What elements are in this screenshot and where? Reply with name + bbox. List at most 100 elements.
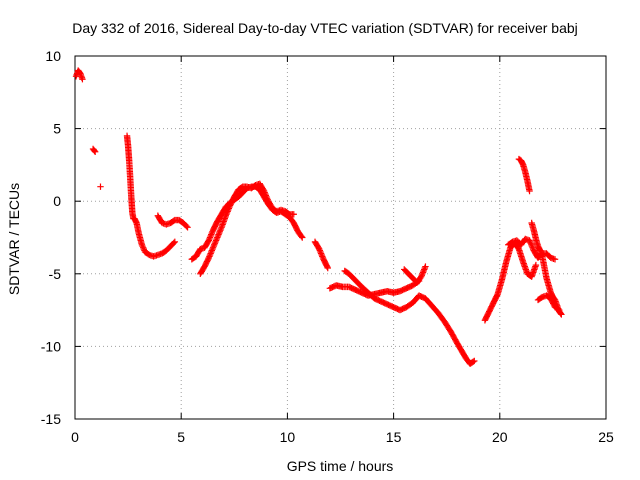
data-point <box>139 244 147 251</box>
data-point <box>205 237 213 244</box>
data-point <box>208 247 216 254</box>
data-point <box>79 76 86 83</box>
data-point <box>207 232 214 240</box>
data-point <box>139 243 146 250</box>
y-tick-label: 0 <box>53 193 61 209</box>
data-point <box>470 358 477 365</box>
x-tick-label: 10 <box>280 429 296 445</box>
data-point <box>91 148 99 156</box>
data-point <box>298 233 305 240</box>
x-axis-label: GPS time / hours <box>287 458 394 474</box>
data-point <box>224 208 231 215</box>
data-point <box>171 238 179 246</box>
data-point <box>97 183 104 190</box>
data-point <box>208 231 215 238</box>
data-point <box>418 273 425 280</box>
data-point <box>323 263 331 270</box>
data-point <box>324 264 331 272</box>
data-point <box>422 263 429 270</box>
data-point <box>206 234 214 241</box>
data-point <box>208 248 215 256</box>
data-point <box>170 239 177 247</box>
plot-frame <box>74 55 607 420</box>
data-point <box>208 229 216 237</box>
data-point <box>316 247 324 254</box>
data-point <box>225 205 233 212</box>
x-tick-label: 20 <box>492 429 508 445</box>
y-tick-label: 5 <box>53 121 61 137</box>
data-point <box>140 245 148 253</box>
data-point <box>211 241 218 248</box>
y-tick-label: 10 <box>45 48 61 64</box>
x-tick-label: 15 <box>386 429 402 445</box>
data-point <box>555 306 562 313</box>
data-point <box>262 192 270 199</box>
x-tick-label: 5 <box>177 429 185 445</box>
data-point <box>209 244 217 251</box>
data-point <box>526 237 533 244</box>
data-point <box>212 237 220 244</box>
data-point <box>471 357 478 365</box>
data-point <box>529 244 536 251</box>
data-point <box>213 235 220 243</box>
ticks: 0 5 10 15 20 25 -15 -10 -5 0 5 10 <box>41 48 614 445</box>
data-point <box>215 231 222 238</box>
data-point <box>206 235 213 243</box>
data-point <box>419 269 427 276</box>
data-point <box>558 311 565 318</box>
y-tick-label: -5 <box>49 266 62 282</box>
data-point <box>299 234 306 241</box>
data-point <box>225 206 232 214</box>
y-axis-label: SDTVAR / TECUs <box>6 183 22 295</box>
x-tick-label: 0 <box>71 429 79 445</box>
data-point <box>91 147 98 155</box>
data-point <box>223 209 231 217</box>
data-point <box>261 189 268 196</box>
data-point <box>421 266 428 273</box>
data-point <box>214 232 222 240</box>
data-point <box>216 228 223 235</box>
data-point <box>223 211 230 218</box>
data-point <box>318 251 325 259</box>
data-point <box>263 193 270 201</box>
data-point <box>262 190 269 198</box>
data-point <box>211 240 219 247</box>
data-point <box>421 264 429 272</box>
data-point <box>556 306 563 314</box>
data-point <box>209 245 216 253</box>
data-point <box>217 225 225 232</box>
data-point <box>290 211 297 218</box>
data-point <box>526 238 534 246</box>
data-point <box>419 270 426 277</box>
data-point <box>316 245 323 253</box>
y-tick-label: -10 <box>41 338 61 354</box>
data-point <box>527 240 534 247</box>
data-point <box>217 227 224 234</box>
data-point <box>183 223 190 230</box>
data-point <box>215 229 223 237</box>
data-series <box>72 67 565 368</box>
data-point <box>205 254 213 262</box>
data-point <box>319 253 326 260</box>
data-point <box>207 250 214 257</box>
data-point <box>532 261 540 269</box>
grid <box>75 56 606 419</box>
data-point <box>420 267 427 275</box>
data-point <box>138 241 146 248</box>
data-point <box>260 187 268 195</box>
data-point <box>528 241 535 248</box>
data-point <box>557 310 564 317</box>
data-point <box>212 238 219 246</box>
x-tick-label: 25 <box>598 429 614 445</box>
data-point <box>418 272 426 279</box>
chart-title: Day 332 of 2016, Sidereal Day-to-day VTE… <box>72 20 578 36</box>
data-point <box>206 251 214 259</box>
data-point <box>528 243 536 250</box>
data-point <box>317 248 324 256</box>
data-point <box>184 224 191 231</box>
data-point <box>222 212 230 219</box>
y-tick-label: -15 <box>41 411 61 427</box>
data-point <box>214 234 221 241</box>
data-point <box>526 187 533 195</box>
